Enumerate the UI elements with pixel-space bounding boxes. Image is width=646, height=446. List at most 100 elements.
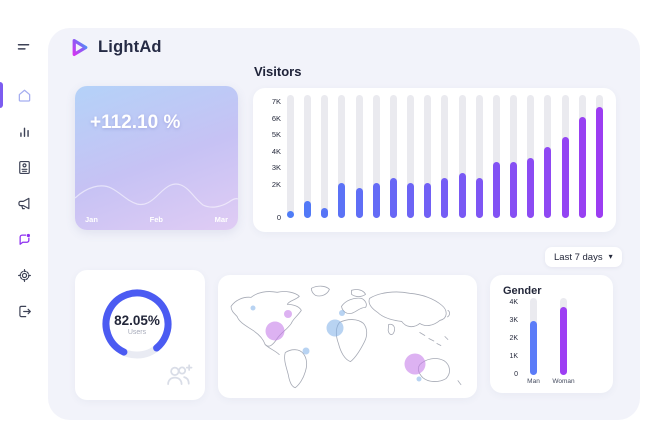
visitors-bar-fill bbox=[544, 146, 552, 218]
visitors-bar-fill bbox=[321, 208, 329, 218]
visitors-bar-track bbox=[389, 95, 397, 218]
visitors-bar-fill bbox=[492, 161, 500, 218]
visitors-bar-track bbox=[475, 95, 483, 218]
gender-ytick: 2K bbox=[509, 335, 518, 343]
map-bubble bbox=[326, 319, 344, 337]
visitors-bar-track bbox=[424, 95, 432, 218]
sidebar-item-announcements[interactable] bbox=[0, 188, 48, 218]
month-label: Feb bbox=[149, 215, 163, 224]
world-map-card bbox=[218, 275, 477, 398]
gender-ytick: 4K bbox=[509, 299, 518, 307]
visitors-bar-fill bbox=[407, 183, 415, 218]
visitors-bar-track bbox=[287, 95, 294, 218]
gear-icon bbox=[17, 268, 31, 282]
date-range-dropdown[interactable]: Last 7 days ▾ bbox=[545, 247, 622, 267]
growth-months: Jan Feb Mar bbox=[85, 215, 228, 224]
visitors-ytick: 5K bbox=[271, 130, 281, 140]
visitors-bar-track bbox=[321, 95, 329, 218]
users-percent: 82.05% bbox=[114, 312, 160, 328]
sidebar-item-logout[interactable] bbox=[0, 296, 48, 326]
menu-icon bbox=[17, 43, 30, 50]
visitors-bar-track bbox=[372, 95, 380, 218]
growth-card: +112.10 % Jan Feb Mar bbox=[75, 86, 238, 230]
add-user-button[interactable] bbox=[163, 362, 195, 392]
app-name: LightAd bbox=[98, 38, 162, 56]
visitors-bar-fill bbox=[441, 178, 449, 218]
sidebar-item-menu[interactable] bbox=[0, 32, 48, 62]
visitors-ytick: 2K bbox=[271, 179, 281, 189]
month-label: Mar bbox=[214, 215, 228, 224]
visitors-ytick: 6K bbox=[271, 113, 281, 123]
gender-category-label: Woman bbox=[552, 378, 575, 385]
users-label: Users bbox=[127, 328, 147, 336]
megaphone-icon bbox=[17, 197, 29, 209]
visitors-bar-track bbox=[338, 95, 346, 218]
growth-value: +112.10 % bbox=[90, 112, 181, 133]
add-user-icon bbox=[167, 364, 193, 385]
visitors-bar-track bbox=[527, 95, 535, 218]
visitors-bar-track bbox=[510, 95, 518, 218]
users-donut-card: 82.05% Users bbox=[75, 270, 205, 400]
visitors-bars bbox=[287, 95, 603, 218]
visitors-ytick: 0 bbox=[276, 213, 281, 222]
gender-ytick: 3K bbox=[509, 317, 518, 325]
visitors-chart-card: 7K 6K 5K 4K 3K 2K 0 bbox=[253, 88, 616, 232]
gender-bar-track bbox=[560, 298, 567, 375]
visitors-bar-fill bbox=[338, 183, 346, 218]
gender-ytick: 0 bbox=[514, 371, 518, 378]
gender-bar-track bbox=[530, 298, 537, 375]
map-bubble bbox=[250, 305, 256, 311]
visitors-bar-fill bbox=[595, 107, 603, 218]
sidebar-item-analytics[interactable] bbox=[0, 116, 48, 146]
sidebar bbox=[0, 0, 48, 446]
visitors-bar-track bbox=[578, 95, 586, 218]
gender-title: Gender bbox=[503, 285, 542, 297]
visitors-bar-track bbox=[561, 95, 569, 218]
visitors-ytick: 4K bbox=[271, 146, 281, 156]
sidebar-item-messages[interactable] bbox=[0, 224, 48, 254]
world-map bbox=[230, 285, 462, 389]
growth-sparkline bbox=[75, 183, 238, 208]
visitors-bar-fill bbox=[458, 173, 466, 218]
home-icon bbox=[18, 89, 30, 102]
active-indicator bbox=[0, 82, 3, 108]
chevron-down-icon: ▾ bbox=[608, 252, 613, 261]
visitors-bar-track bbox=[595, 95, 603, 218]
visitors-ytick: 7K bbox=[271, 97, 281, 106]
date-range-label: Last 7 days bbox=[554, 251, 603, 263]
visitors-bar-fill bbox=[578, 116, 586, 218]
visitors-bar-track bbox=[304, 95, 312, 218]
visitors-yaxis: 7K 6K 5K 4K 3K 2K 0 bbox=[261, 88, 281, 232]
visitors-bar-fill bbox=[510, 161, 518, 218]
visitors-bar-track bbox=[441, 95, 449, 218]
visitors-bar-fill bbox=[389, 178, 397, 218]
visitors-bar-fill bbox=[304, 201, 312, 218]
gender-bars bbox=[530, 298, 567, 375]
map-bubble bbox=[302, 347, 310, 355]
visitors-bar-track bbox=[544, 95, 552, 218]
visitors-bar-fill bbox=[527, 158, 535, 218]
chat-icon bbox=[19, 232, 31, 245]
visitors-bar-track bbox=[355, 95, 363, 218]
sidebar-item-reports[interactable] bbox=[0, 152, 48, 182]
visitors-bar-track bbox=[492, 95, 500, 218]
donut-svg bbox=[102, 289, 172, 359]
sidebar-item-home[interactable] bbox=[0, 80, 48, 110]
logo-icon bbox=[72, 38, 88, 57]
main-panel: LightAd +112.10 % Jan Feb Mar Visitors 7… bbox=[48, 28, 640, 420]
gender-bar-fill bbox=[560, 307, 567, 375]
report-icon bbox=[18, 160, 30, 174]
visitors-bar-track bbox=[407, 95, 415, 218]
logo: LightAd bbox=[68, 36, 162, 59]
map-bubble bbox=[339, 310, 346, 316]
visitors-bar-fill bbox=[287, 211, 294, 218]
visitors-bar-fill bbox=[355, 188, 363, 218]
sidebar-item-settings[interactable] bbox=[0, 260, 48, 290]
gender-yaxis: 4K 3K 2K 1K 0 bbox=[496, 275, 518, 393]
map-bubble bbox=[404, 353, 426, 375]
gender-bar-fill bbox=[530, 321, 537, 375]
visitors-ytick: 3K bbox=[271, 163, 281, 173]
gender-chart-card: Gender 4K 3K 2K 1K 0 Man Woman bbox=[490, 275, 613, 393]
visitors-bar-fill bbox=[372, 183, 380, 218]
